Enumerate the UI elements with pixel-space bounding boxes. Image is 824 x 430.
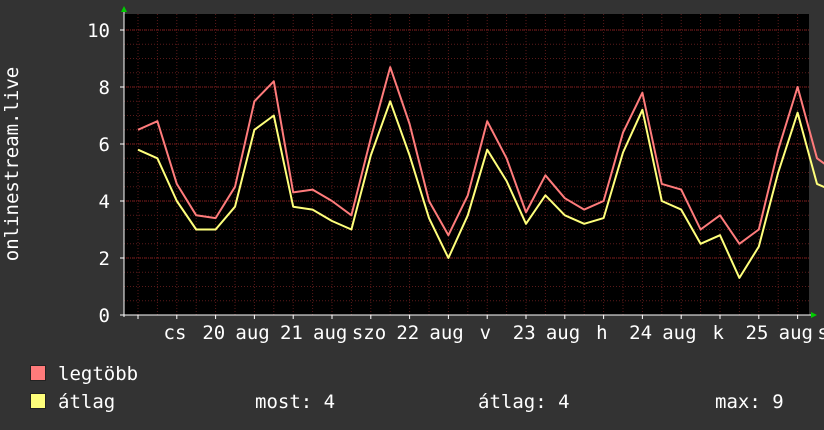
x-tick-label: 24 [629, 322, 652, 344]
y-axis-title: onlinestream.live [1, 67, 23, 261]
legend-swatch-atlag [30, 393, 46, 409]
y-tick-label: 8 [99, 77, 110, 99]
x-tick-label: 22 [396, 322, 419, 344]
x-tick-label: aug [313, 322, 347, 344]
series-line-atlag [137, 100, 824, 279]
x-tick-label: 21 [280, 322, 303, 344]
x-tick-label: aug [546, 322, 580, 344]
legend-item-atlag: átlag [30, 391, 115, 413]
y-tick-label: 6 [99, 134, 110, 156]
stat-avg: átlag: 4 [478, 391, 570, 413]
legend-item-legtobb: legtöbb [30, 363, 138, 385]
x-tick-label: 20 [202, 322, 225, 344]
x-tick-label: aug [429, 322, 463, 344]
x-tick-label: aug [235, 322, 269, 344]
legend-label-atlag: átlag [58, 391, 116, 413]
x-tick-label: h [596, 322, 607, 344]
y-tick-label: 4 [99, 191, 110, 213]
x-tick-label: 23 [513, 322, 536, 344]
plot-area [124, 14, 809, 315]
x-tick-label: szo [352, 322, 386, 344]
x-tick-label: v [480, 322, 491, 344]
x-tick-label: 25 [746, 322, 769, 344]
y-tick-label: 0 [99, 305, 110, 327]
legend-swatch-legtobb [30, 365, 46, 381]
stat-now: most: 4 [255, 391, 336, 413]
x-axis-arrow [811, 312, 817, 318]
y-tick-label: 2 [99, 248, 110, 270]
x-tick-label: sze [817, 322, 824, 344]
y-axis-arrow [121, 6, 127, 12]
stat-max: max: 9 [715, 391, 784, 413]
x-tick-label: k [712, 322, 724, 344]
x-tick-label: cs [164, 322, 187, 344]
legend-label-legtobb: legtöbb [58, 363, 139, 385]
x-tick-label: aug [662, 322, 696, 344]
x-tick-label: aug [779, 322, 813, 344]
y-tick-label: 10 [87, 20, 110, 42]
series-line-legtobb [137, 66, 824, 245]
